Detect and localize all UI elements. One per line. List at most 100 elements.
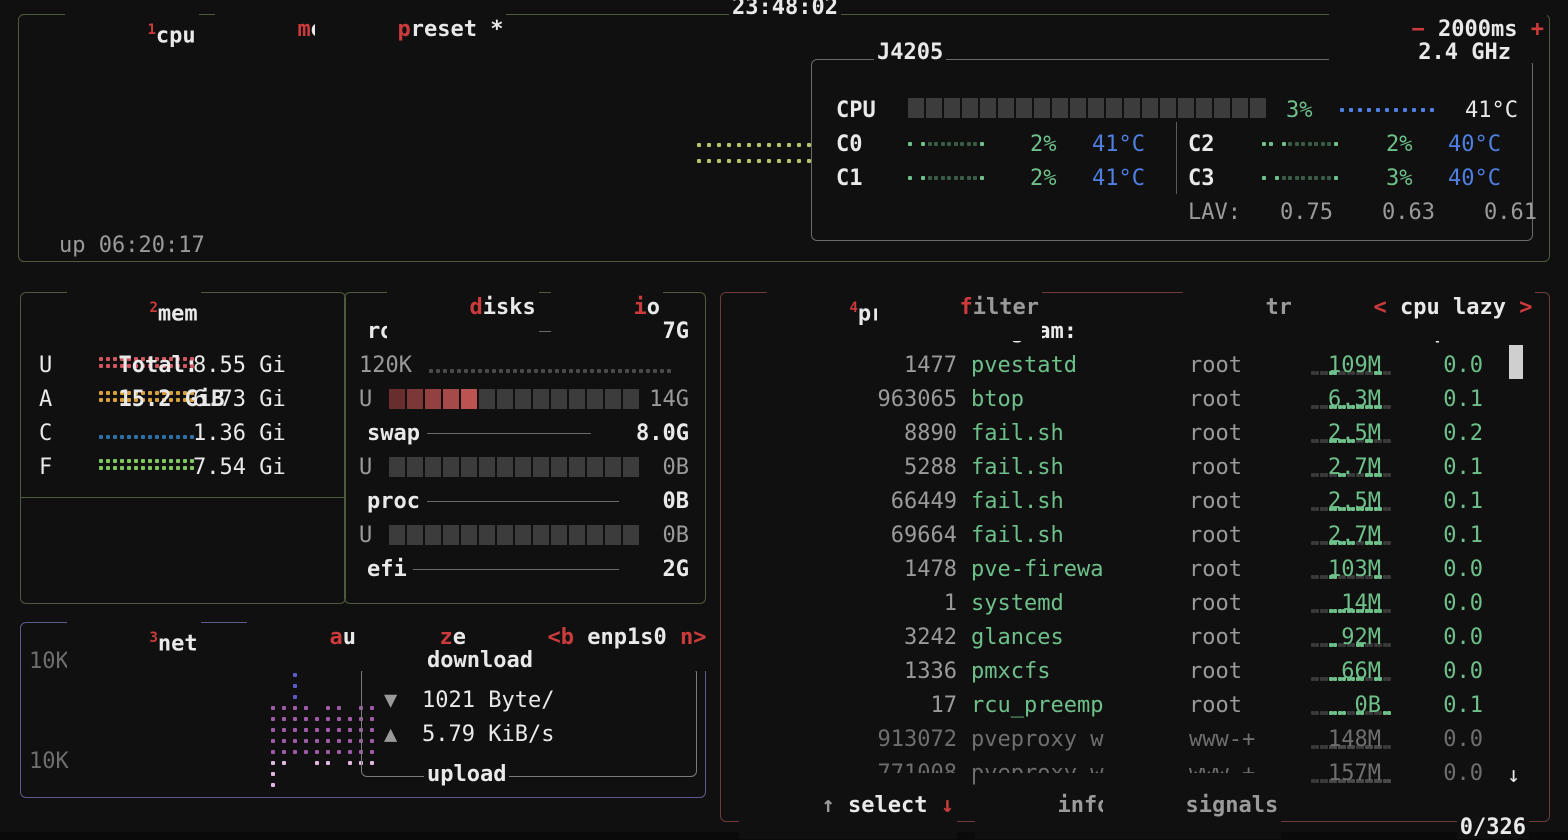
- update-decrease-button[interactable]: −: [1411, 17, 1425, 42]
- proc-program: btop: [971, 387, 1024, 412]
- proc-mem: 2.5M: [1328, 421, 1381, 446]
- proc-filter-button[interactable]: filter: [877, 275, 1042, 341]
- proc-sort-next-button[interactable]: >: [1519, 295, 1533, 320]
- proc-sort-selector[interactable]: < cpu lazy >: [1291, 275, 1536, 341]
- disk-size-1: 8.0G: [636, 421, 689, 446]
- proc-mem: 157M: [1328, 761, 1381, 786]
- mem-box-title[interactable]: 2mem: [67, 275, 201, 348]
- core-temp-2: 40°C: [1448, 132, 1501, 157]
- proc-footer-signals[interactable]: signals: [1103, 773, 1282, 839]
- net-download-value: 1021 Byte/: [422, 688, 555, 713]
- cpu-box-title[interactable]: 1cpu: [65, 0, 199, 70]
- disk-usage-meter-2: [389, 525, 639, 545]
- net-scale-bottom: 10K: [29, 749, 69, 774]
- net-box-title[interactable]: 3net: [67, 605, 201, 678]
- net-interface-prev-button[interactable]: <b: [547, 625, 574, 650]
- core-graph-2: [1262, 142, 1340, 156]
- upload-arrow-icon: ▲: [384, 722, 398, 747]
- proc-sort-prev-button[interactable]: <: [1373, 295, 1387, 320]
- disks-box-title[interactable]: disks: [387, 275, 539, 341]
- disk-name-3[interactable]: efi: [367, 557, 407, 582]
- spacer4: [1387, 295, 1400, 320]
- proc-box: 4proc filter tree < cpu lazy > Pid: Prog…: [720, 275, 1550, 839]
- proc-cpu-sparkline: [1311, 711, 1391, 719]
- proc-program: fail.sh: [971, 421, 1064, 446]
- proc-pid: 69664: [890, 523, 957, 548]
- net-auto-hotkey: a: [329, 625, 343, 650]
- disk-used-value-0: 14G: [649, 387, 689, 412]
- disk-used-value-2: 0B: [662, 523, 690, 548]
- proc-user: root: [1189, 625, 1242, 650]
- cpu-preset-hotkey: p: [397, 17, 411, 42]
- core-percent-3: 3%: [1386, 166, 1413, 191]
- scroll-down-icon[interactable]: ↓: [1507, 763, 1521, 788]
- proc-cpu-sparkline: [1311, 473, 1391, 481]
- mem-row-key-2: C: [39, 421, 53, 446]
- proc-cpu: 0.1: [1443, 489, 1483, 514]
- proc-mem: 14M: [1341, 591, 1381, 616]
- proc-pid: 913072: [877, 727, 957, 752]
- net-traffic-graph: [271, 651, 381, 793]
- disk-name-2[interactable]: proc: [367, 489, 420, 514]
- mem-row-value-3: 7.54 Gi: [193, 455, 286, 480]
- net-interface-selector[interactable]: <b enp1s0 n>: [465, 605, 710, 671]
- net-download-label: download: [424, 650, 536, 672]
- disk-size-2: 0B: [662, 489, 690, 514]
- core-temp-1: 41°C: [1092, 166, 1145, 191]
- proc-program: pve-firewa: [971, 557, 1104, 582]
- proc-cpu: 0.1: [1443, 523, 1483, 548]
- proc-filter-hotkey: f: [959, 295, 973, 320]
- spacer5: [1506, 295, 1519, 320]
- disk-used-label-2: U: [359, 523, 373, 548]
- proc-scrollbar-thumb[interactable]: [1509, 345, 1523, 379]
- core-percent-1: 2%: [1030, 166, 1057, 191]
- spacer6: [835, 793, 848, 818]
- core-label-2: C2: [1188, 132, 1215, 157]
- proc-cpu-sparkline: [1311, 745, 1391, 753]
- proc-mem: 109M: [1328, 353, 1381, 378]
- load-average-5: 0.63: [1382, 200, 1435, 225]
- proc-program: fail.sh: [971, 523, 1064, 548]
- proc-footer-select[interactable]: ↑ select ↓: [739, 773, 957, 839]
- disk-io-graph: [429, 369, 677, 377]
- proc-cpu: 0.0: [1443, 625, 1483, 650]
- mem-row-value-1: 6.73 Gi: [193, 387, 286, 412]
- select-up-icon: ↑: [821, 793, 835, 818]
- net-upload-value: 5.79 KiB/s: [422, 722, 555, 747]
- net-interface-next-button[interactable]: n>: [679, 625, 707, 650]
- mem-divider: [21, 497, 345, 498]
- proc-box-number: 4: [849, 300, 858, 316]
- disk-connector-2: [427, 501, 619, 502]
- mem-total-value: 15.2 GiB: [118, 387, 225, 412]
- disk-io-rate: 120K: [359, 353, 412, 378]
- disk-name-1[interactable]: swap: [367, 421, 420, 446]
- proc-user: root: [1189, 659, 1242, 684]
- core-label-0: C0: [836, 132, 863, 157]
- info-label: info: [1057, 793, 1111, 818]
- mem-row-graph-1: [99, 391, 195, 409]
- mem-box: 2mem Total: 15.2 GiB U 8.55 Gi A 6.73 Gi C 1.…: [20, 275, 346, 604]
- io-label: o: [646, 295, 660, 320]
- update-increase-button[interactable]: +: [1530, 17, 1544, 42]
- io-hotkey: i: [633, 295, 647, 320]
- proc-cpu: 0.0: [1443, 761, 1483, 786]
- mem-row-key-3: F: [39, 455, 53, 480]
- disk-usage-meter-0: [389, 389, 639, 409]
- net-upload-label: upload: [424, 764, 510, 786]
- cpu-box-label: cpu: [155, 23, 196, 49]
- cpu-box-number: 1: [147, 22, 156, 38]
- proc-mem: 92M: [1341, 625, 1381, 650]
- proc-cpu: 0.0: [1443, 557, 1483, 582]
- core-graph-0: [908, 142, 986, 156]
- core-percent-0: 2%: [1030, 132, 1057, 157]
- proc-cpu-sparkline: [1311, 643, 1391, 651]
- proc-program: pvestatd: [971, 353, 1077, 378]
- disks-box: disks io root37G120KU14Gswap8.0GU0Bproc0…: [344, 275, 706, 604]
- proc-cpu-sparkline: [1311, 677, 1391, 685]
- proc-sort-label: cpu lazy: [1399, 295, 1506, 320]
- proc-user: root: [1189, 455, 1242, 480]
- cpu-preset-button[interactable]: preset *: [315, 0, 507, 63]
- core-graph-3: [1262, 176, 1340, 190]
- disk-size-3: 2G: [662, 557, 690, 582]
- disks-io-toggle[interactable]: io: [551, 275, 663, 341]
